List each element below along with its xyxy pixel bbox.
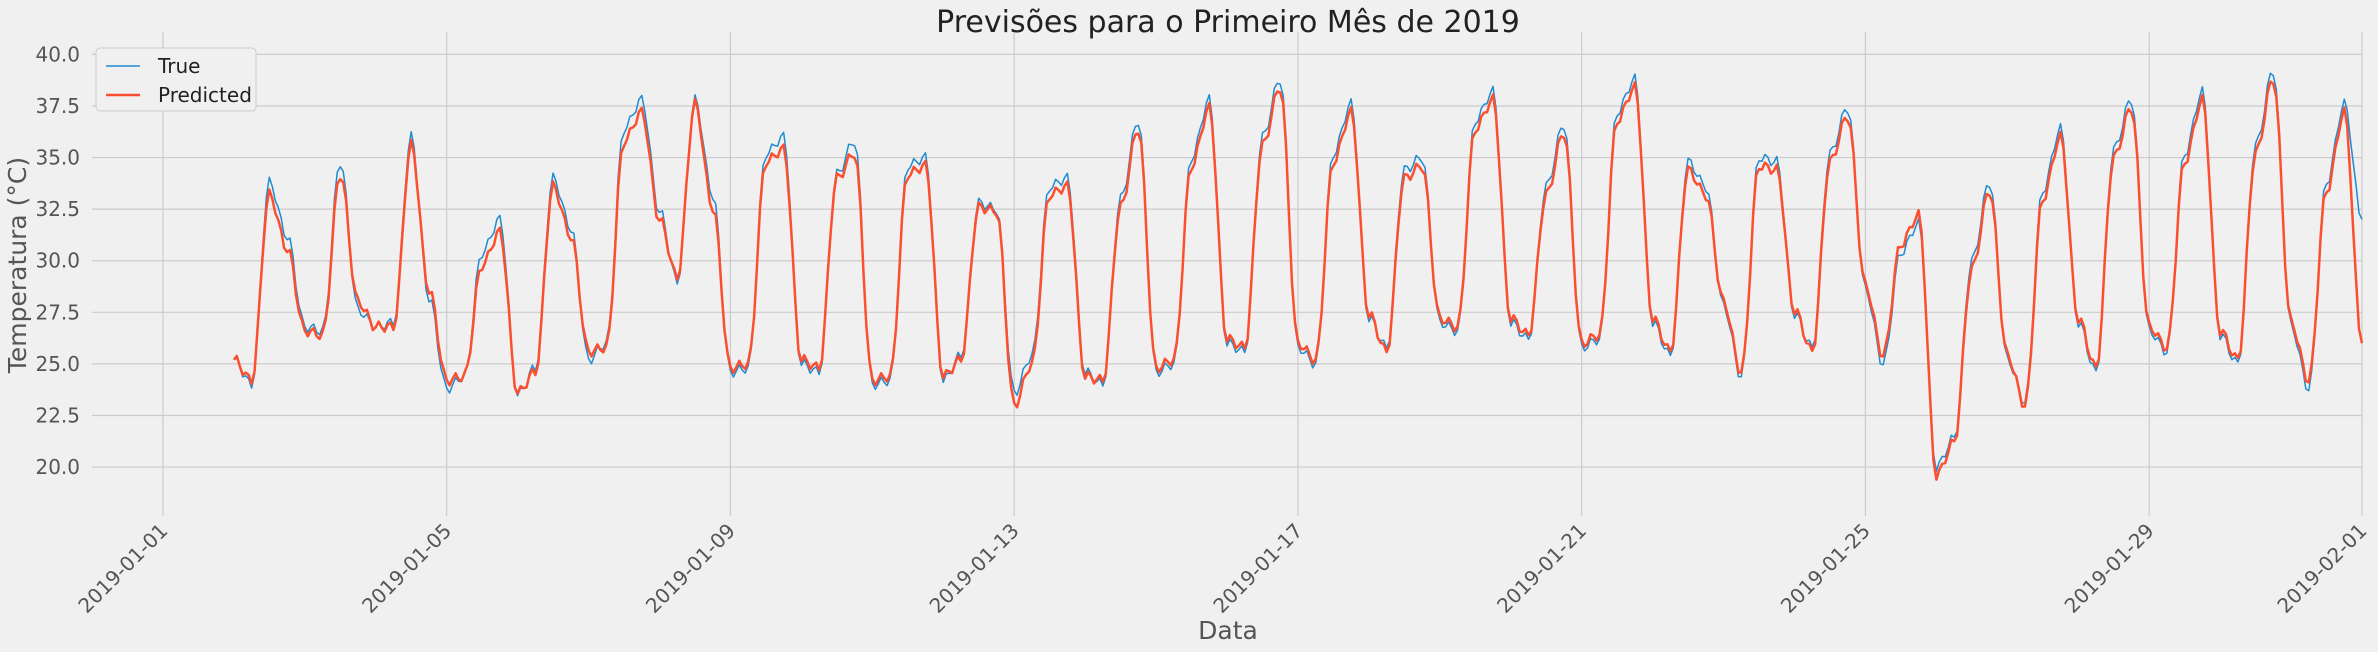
y-tick-label: 32.5 [35,197,80,221]
x-axis-label: Data [1198,616,1258,645]
y-tick-labels: 20.0 22.5 25.0 27.5 30.0 32.5 35.0 37.5 40.0 [35,42,80,479]
y-tick-label: 20.0 [35,455,80,479]
series-line-predicted [232,80,2364,481]
series-lines [232,72,2364,481]
legend-label-predicted: Predicted [158,83,252,107]
y-tick-label: 25.0 [35,352,80,376]
legend-label-true: True [157,54,200,78]
y-tick-label: 37.5 [35,94,80,118]
y-tick-label: 30.0 [35,249,80,273]
y-tick-label: 22.5 [35,403,80,427]
chart-title: Previsões para o Primeiro Mês de 2019 [936,5,1520,40]
y-tick-label: 35.0 [35,146,80,170]
y-tick-label: 40.0 [35,42,80,66]
y-axis-label: Temperatura (°C) [3,157,32,374]
legend: True Predicted [95,47,257,112]
y-tick-label: 27.5 [35,300,80,324]
grid [92,32,2363,516]
